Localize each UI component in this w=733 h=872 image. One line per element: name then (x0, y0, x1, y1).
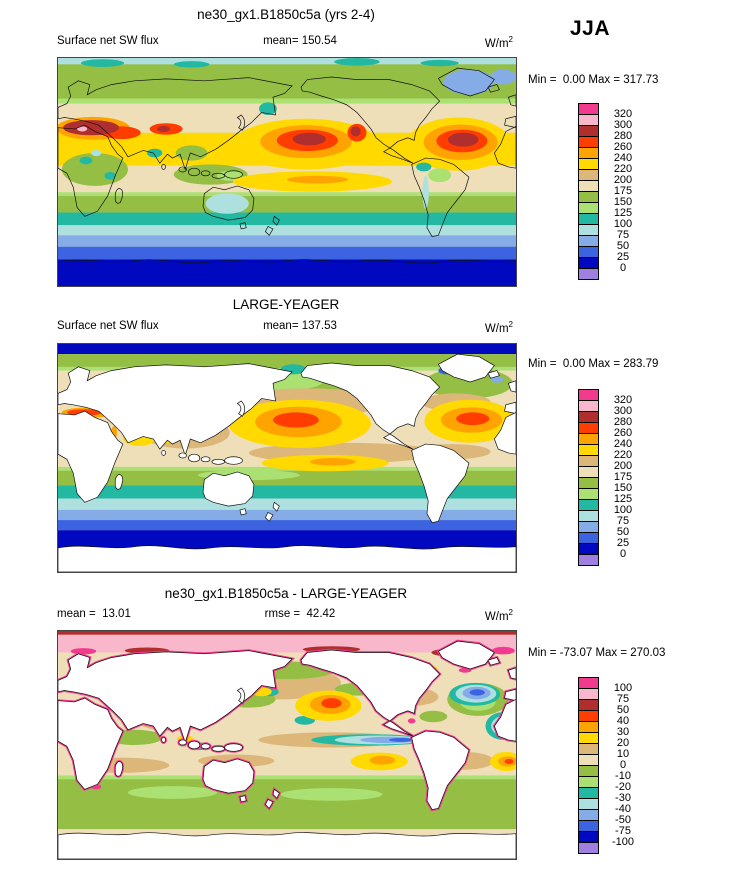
panel3-units-label: W/m2 (484, 608, 513, 623)
colorbar-tick-label: -50 (615, 814, 631, 826)
panel2-variable-label: Surface net SW flux (57, 320, 159, 332)
colorbar-tick-label: 220 (613, 449, 633, 461)
colorbar-segment (578, 554, 599, 566)
panel3-title: ne30_gx1.B1850c5a - LARGE-YEAGER (164, 586, 408, 601)
panel3-colorbar: 100 75 50 40 30 20 10 0 -10 -20 -30 -40 -50 -75 -100 (578, 677, 634, 854)
colorbar-tick-label: 100 (613, 218, 633, 230)
panel2-title: LARGE-YEAGER (232, 297, 340, 312)
colorbar-tick-label: 50 (616, 526, 630, 538)
colorbar-tick-label: 280 (613, 130, 633, 142)
colorbar-tick-label: -100 (611, 836, 635, 848)
colorbar-tick-label: 125 (613, 207, 633, 219)
colorbar-tick-label: 75 (616, 515, 630, 527)
colorbar-tick-label: 30 (616, 726, 630, 738)
panel3-map-difference (57, 630, 517, 860)
colorbar-tick-label: 75 (616, 229, 630, 241)
panel2-units-label: W/m2 (484, 320, 513, 335)
panel1-title: ne30_gx1.B1850c5a (yrs 2-4) (197, 7, 375, 22)
colorbar-segment (578, 842, 599, 854)
colorbar-tick-label: 20 (616, 737, 630, 749)
panel2-mean-label: mean= 137.53 (263, 320, 337, 332)
colorbar-tick-label: 320 (613, 108, 633, 120)
colorbar-tick-label: 150 (613, 482, 633, 494)
colorbar-tick-label: 280 (613, 416, 633, 428)
colorbar-segment (578, 268, 599, 280)
panel1-mean-label: mean= 150.54 (263, 35, 337, 47)
colorbar-tick-label: 50 (616, 704, 630, 716)
colorbar-tick-label: 200 (613, 460, 633, 472)
colorbar-tick-label: 150 (613, 196, 633, 208)
colorbar-tick-label: 260 (613, 427, 633, 439)
panel3-minmax: Min = -73.07 Max = 270.03 (528, 647, 666, 659)
colorbar-tick-label: 320 (613, 394, 633, 406)
panel1-variable-label: Surface net SW flux (57, 35, 159, 47)
colorbar-tick-label: 75 (616, 693, 630, 705)
colorbar-tick-label: 10 (616, 748, 630, 760)
panel1-minmax: Min = 0.00 Max = 317.73 (528, 74, 659, 86)
colorbar-tick-label: 25 (616, 251, 630, 263)
panel2-minmax: Min = 0.00 Max = 283.79 (528, 358, 659, 370)
colorbar-tick-label: 50 (616, 240, 630, 252)
colorbar-tick-label: 240 (613, 438, 633, 450)
panel3-rmse-label: rmse = 42.42 (264, 608, 336, 620)
season-label: JJA (569, 17, 611, 40)
panel2-colorbar: 320 300 280 260 240 220 200 175 150 125 100 75 50 25 0 (578, 389, 632, 566)
colorbar-tick-label: -75 (615, 825, 631, 837)
colorbar-tick-label: 220 (613, 163, 633, 175)
colorbar-tick-label: 200 (613, 174, 633, 186)
panel2-map-obs (57, 343, 517, 573)
colorbar-tick-label: 260 (613, 141, 633, 153)
colorbar-tick-label: -10 (615, 770, 631, 782)
colorbar-tick-label: 300 (613, 119, 633, 131)
colorbar-tick-label: 175 (613, 471, 633, 483)
colorbar-tick-label: -40 (615, 803, 631, 815)
colorbar-tick-label: 100 (613, 682, 633, 694)
colorbar-tick-label: 300 (613, 405, 633, 417)
colorbar-tick-label: 40 (616, 715, 630, 727)
panel1-units-label: W/m2 (484, 35, 513, 50)
colorbar-tick-label: 25 (616, 537, 630, 549)
colorbar-tick-label: 0 (619, 759, 627, 771)
colorbar-tick-label: -20 (615, 781, 631, 793)
colorbar-tick-label: 125 (613, 493, 633, 505)
panel3-mean-label: mean = 13.01 (57, 608, 131, 620)
colorbar-tick-label: 240 (613, 152, 633, 164)
colorbar-tick-label: 175 (613, 185, 633, 197)
panel1-map-model (57, 57, 517, 287)
colorbar-tick-label: -30 (615, 792, 631, 804)
colorbar-tick-label: 0 (619, 262, 627, 274)
colorbar-tick-label: 100 (613, 504, 633, 516)
colorbar-tick-label: 0 (619, 548, 627, 560)
panel1-colorbar: 320 300 280 260 240 220 200 175 150 125 100 75 50 25 0 (578, 103, 632, 280)
